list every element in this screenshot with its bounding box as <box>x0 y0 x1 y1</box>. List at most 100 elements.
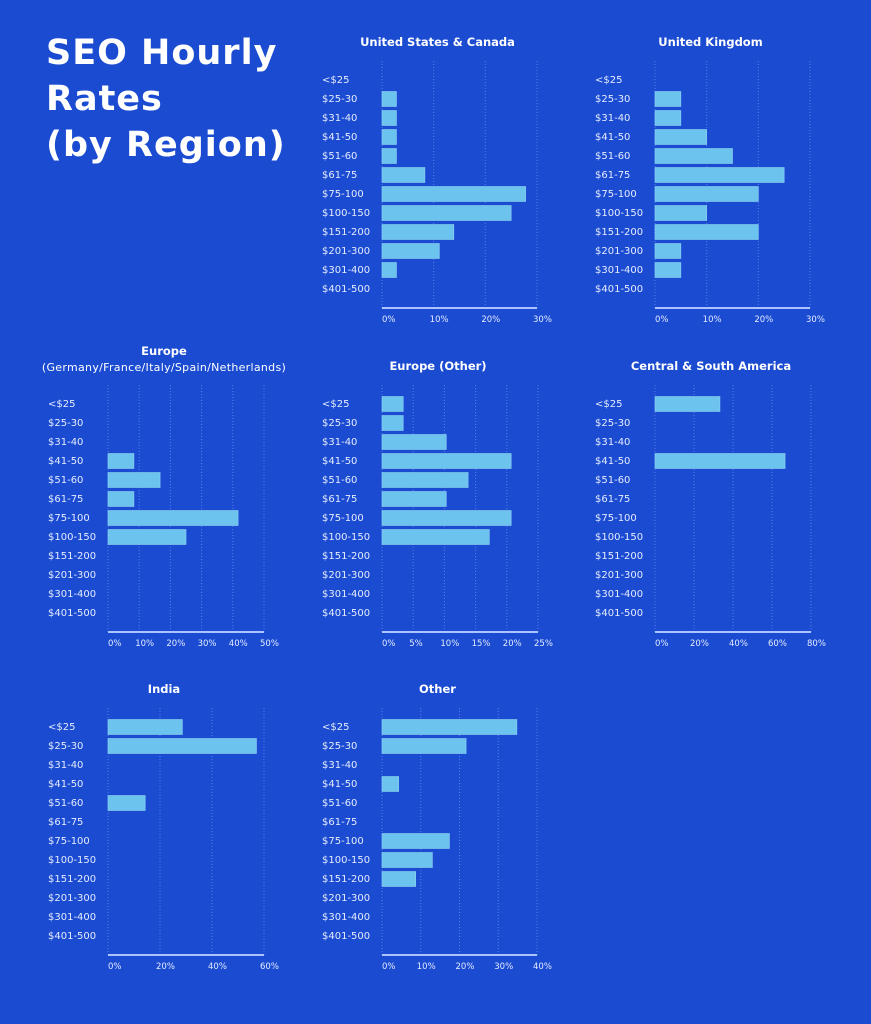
category-label: $75-100 <box>48 836 90 847</box>
category-label: $151-200 <box>322 227 370 238</box>
category-label: <$25 <box>322 75 349 86</box>
x-tick-label: 25% <box>534 639 553 649</box>
bar <box>381 129 397 145</box>
bar <box>654 262 682 278</box>
category-label: $100-150 <box>322 855 370 866</box>
category-label: $100-150 <box>322 532 370 543</box>
category-label: $401-500 <box>48 608 96 619</box>
chart-subtitle: (Germany/France/Italy/Spain/Netherlands) <box>42 361 286 374</box>
x-tick-label: 30% <box>494 962 513 972</box>
category-label: $401-500 <box>322 284 370 295</box>
category-label: $61-75 <box>595 170 630 181</box>
bar <box>381 415 404 431</box>
bar <box>381 871 417 887</box>
x-tick-label: 20% <box>481 315 500 325</box>
category-label: $201-300 <box>322 893 370 904</box>
category-label: $75-100 <box>322 836 364 847</box>
category-label: $31-40 <box>48 760 83 771</box>
x-tick-label: 50% <box>260 639 279 649</box>
category-label: $401-500 <box>595 284 643 295</box>
category-label: $151-200 <box>322 874 370 885</box>
category-label: $41-50 <box>595 132 630 143</box>
x-tick-label: 40% <box>729 639 748 649</box>
bar <box>654 243 682 259</box>
category-label: $51-60 <box>48 475 83 486</box>
category-label: $151-200 <box>48 874 96 885</box>
category-label: <$25 <box>48 722 75 733</box>
category-label: $151-200 <box>595 551 643 562</box>
category-label: $25-30 <box>322 94 357 105</box>
bar <box>654 205 707 221</box>
category-label: $25-30 <box>322 418 357 429</box>
bar <box>381 167 426 183</box>
category-label: $201-300 <box>48 570 96 581</box>
category-label: $51-60 <box>322 151 357 162</box>
category-label: $401-500 <box>595 608 643 619</box>
chart-title: Central & South America <box>631 359 791 373</box>
bar <box>107 510 239 526</box>
category-label: $61-75 <box>48 817 83 828</box>
bar <box>381 510 512 526</box>
x-tick-label: 0% <box>382 639 396 649</box>
category-label: $301-400 <box>48 912 96 923</box>
bar <box>381 453 512 469</box>
bar <box>107 453 135 469</box>
category-label: $25-30 <box>48 741 83 752</box>
category-label: $75-100 <box>48 513 90 524</box>
category-label: $100-150 <box>595 208 643 219</box>
page-title-line: Rates <box>46 79 163 119</box>
bar <box>381 833 450 849</box>
bar <box>381 148 397 164</box>
chart-title: Other <box>419 682 456 696</box>
bar <box>107 738 257 754</box>
x-tick-label: 15% <box>472 639 491 649</box>
category-label: $201-300 <box>322 570 370 581</box>
x-tick-label: 0% <box>108 639 122 649</box>
x-tick-label: 10% <box>703 315 722 325</box>
bar <box>654 110 682 126</box>
bar <box>654 453 786 469</box>
page-title: SEO Hourly Rates (by Region) <box>46 30 286 168</box>
chart-title: India <box>148 682 180 696</box>
category-label: $301-400 <box>322 589 370 600</box>
category-label: $41-50 <box>322 456 357 467</box>
x-tick-label: 10% <box>430 315 449 325</box>
x-tick-label: 0% <box>108 962 122 972</box>
x-tick-label: 20% <box>156 962 175 972</box>
bar <box>654 186 759 202</box>
category-label: <$25 <box>595 399 622 410</box>
category-label: $301-400 <box>595 589 643 600</box>
bar <box>654 148 733 164</box>
x-tick-label: 80% <box>807 639 826 649</box>
bar <box>107 529 187 545</box>
chart-panel: United States & Canada 0% 10% 20% 30% <$25 $25… <box>322 35 552 325</box>
bar <box>381 186 526 202</box>
x-tick-label: 20% <box>690 639 709 649</box>
category-label: $25-30 <box>595 418 630 429</box>
x-tick-label: 10% <box>135 639 154 649</box>
bar <box>381 243 440 259</box>
bar <box>654 396 721 412</box>
category-label: $301-400 <box>48 589 96 600</box>
category-label: $25-30 <box>48 418 83 429</box>
category-label: <$25 <box>595 75 622 86</box>
category-label: $401-500 <box>48 931 96 942</box>
x-tick-label: 20% <box>503 639 522 649</box>
x-tick-label: 40% <box>533 962 552 972</box>
bar <box>654 167 785 183</box>
category-label: $61-75 <box>595 494 630 505</box>
category-label: $401-500 <box>322 931 370 942</box>
x-tick-label: 30% <box>198 639 217 649</box>
bar <box>107 491 135 507</box>
x-tick-label: 10% <box>440 639 459 649</box>
bar <box>381 110 397 126</box>
category-label: $51-60 <box>48 798 83 809</box>
category-label: $100-150 <box>48 532 96 543</box>
category-label: $151-200 <box>48 551 96 562</box>
bar <box>381 776 399 792</box>
page-title-line: SEO Hourly <box>46 33 278 73</box>
category-label: $41-50 <box>322 779 357 790</box>
x-tick-label: 30% <box>806 315 825 325</box>
category-label: $31-40 <box>48 437 83 448</box>
category-label: $75-100 <box>322 513 364 524</box>
